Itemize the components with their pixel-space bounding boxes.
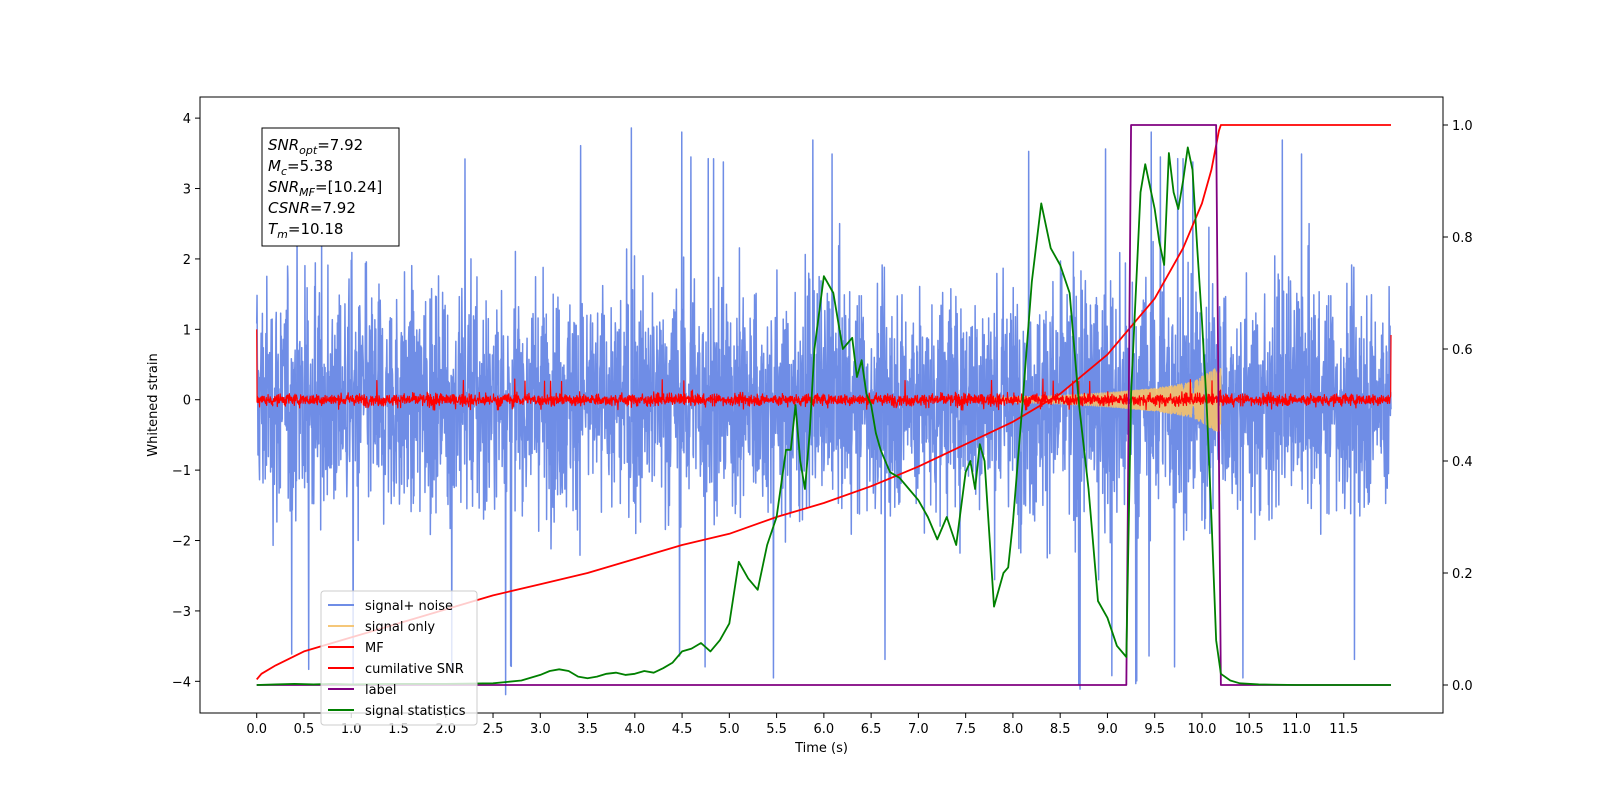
series-mf — [256, 329, 1392, 411]
annotation-line: Tm=10.18 — [268, 220, 343, 241]
annotation-value: =5.38 — [287, 157, 333, 175]
series-line — [256, 146, 1392, 686]
annotation-line: Mc=5.38 — [268, 157, 333, 178]
annotation-value: =[10.24] — [315, 178, 382, 196]
x-axis-label: Time (s) — [794, 741, 848, 756]
x-tick-label: 9.5 — [1144, 722, 1165, 737]
legend-frame — [320, 590, 478, 726]
series-signal-statistics — [256, 146, 1392, 686]
x-tick-label: 1.5 — [388, 722, 409, 737]
y-tick-label: 1 — [183, 323, 191, 338]
annotation-line: SNRMF=[10.24] — [268, 178, 382, 199]
x-tick-label: 10.5 — [1235, 722, 1264, 737]
annotation-symbol: SNR — [268, 178, 299, 196]
annotation-value: =7.92 — [317, 136, 363, 154]
x-tick-label: 1.0 — [341, 722, 362, 737]
y-axis-label: Whitened strain — [146, 353, 161, 456]
annotation-symbol: T — [268, 220, 279, 238]
annotation-subscript: MF — [299, 186, 315, 199]
annotation-frame — [261, 127, 400, 247]
x-tick-label: 3.5 — [577, 722, 598, 737]
y2-tick-label: 0.4 — [1452, 455, 1473, 470]
x-tick-label: 6.0 — [814, 722, 835, 737]
annotation-symbol: M — [268, 157, 281, 175]
legend-label: signal+ noise — [365, 599, 453, 614]
y2-tick-label: 0.2 — [1452, 567, 1473, 582]
y-tick-label: 2 — [183, 253, 191, 268]
legend-label: label — [365, 683, 396, 698]
y-tick-label: 0 — [183, 394, 191, 409]
y-tick-label: −1 — [172, 464, 191, 479]
x-tick-label: 11.5 — [1329, 722, 1358, 737]
y-tick-label: −4 — [172, 675, 191, 690]
annotation-symbol: SNR — [268, 136, 299, 154]
series-line — [256, 329, 1392, 411]
legend: signal+ noise signal only MF cumilative SNR… — [320, 590, 478, 726]
series-line — [256, 124, 1392, 686]
annotation-line: SNRopt=7.92 — [268, 136, 363, 157]
y2-tick-label: 0.8 — [1452, 231, 1473, 246]
annotation-value: =7.92 — [310, 199, 356, 217]
annotation-subscript: m — [277, 228, 288, 241]
x-tick-label: 4.5 — [672, 722, 693, 737]
x-tick-label: 2.0 — [435, 722, 456, 737]
legend-label: signal statistics — [365, 704, 466, 719]
legend-label: cumilative SNR — [365, 662, 464, 677]
y-tick-label: 4 — [183, 112, 191, 127]
x-tick-label: 0.5 — [294, 722, 315, 737]
axes-layer: 0.0 0.5 1.0 1.5 2.0 2.5 3.0 3.5 4.0 4.5 5.0 5.5 6.0 6… — [172, 112, 1473, 737]
series-signal-noise — [255, 127, 1392, 696]
x-tick-label: 5.0 — [719, 722, 740, 737]
x-tick-label: 11.0 — [1282, 722, 1311, 737]
x-tick-label: 0.0 — [246, 722, 267, 737]
x-tick-label: 5.5 — [766, 722, 787, 737]
y2-tick-label: 0.0 — [1452, 679, 1473, 694]
x-tick-label: 6.5 — [861, 722, 882, 737]
y-tick-label: −3 — [172, 605, 191, 620]
annotation-symbol: CSNR — [268, 199, 310, 217]
annotation-subscript: c — [281, 165, 287, 178]
x-tick-label: 4.0 — [624, 722, 645, 737]
annotation-subscript: opt — [299, 144, 318, 157]
series-line — [255, 127, 1392, 696]
x-tick-label: 7.5 — [955, 722, 976, 737]
annotation-value: =10.18 — [288, 220, 344, 238]
x-tick-label: 7.0 — [908, 722, 929, 737]
annotation-line: CSNR=7.92 — [268, 199, 356, 217]
plot-frame — [199, 96, 1444, 714]
annotation-box: SNRopt=7.92Mc=5.38SNRMF=[10.24]CSNR=7.92… — [261, 127, 400, 247]
series-label — [256, 124, 1392, 686]
x-tick-label: 10.0 — [1187, 722, 1216, 737]
y2-tick-label: 0.6 — [1452, 343, 1473, 358]
x-tick-label: 9.0 — [1097, 722, 1118, 737]
y2-tick-label: 1.0 — [1452, 119, 1473, 134]
y-tick-label: −2 — [172, 535, 191, 550]
legend-label: MF — [365, 641, 384, 656]
legend-label: signal only — [365, 620, 435, 635]
x-tick-label: 8.5 — [1050, 722, 1071, 737]
x-tick-label: 2.5 — [483, 722, 504, 737]
y-tick-label: 3 — [183, 183, 191, 198]
x-tick-label: 8.0 — [1003, 722, 1024, 737]
x-tick-label: 3.0 — [530, 722, 551, 737]
